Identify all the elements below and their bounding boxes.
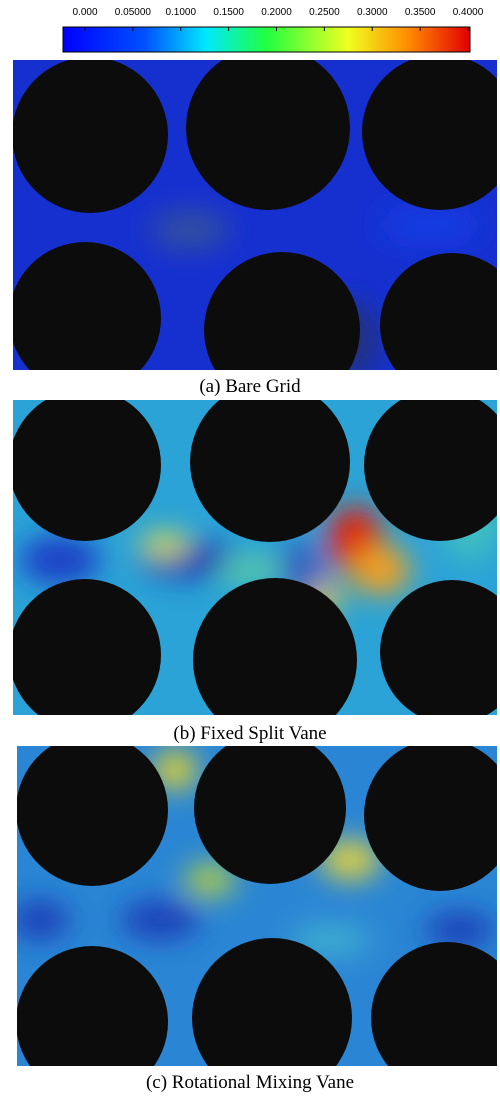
tick-label: 0.000 — [72, 7, 97, 18]
colorbar — [63, 27, 470, 52]
panel-image — [9, 46, 500, 408]
figure: 0.000 0.05000 0.1000 0.1500 0.2000 0.2500 0.30… — [0, 0, 500, 1102]
panel-image — [10, 732, 500, 1098]
caption: (a) Bare Grid — [199, 376, 301, 397]
tick-label: 0.3000 — [357, 7, 388, 18]
panel-image — [9, 382, 500, 742]
caption: (b) Fixed Split Vane — [173, 723, 326, 744]
tick-label: 0.1000 — [165, 7, 196, 18]
tick-label: 0.2000 — [261, 7, 292, 18]
tick-label: 0.2500 — [309, 7, 340, 18]
tick-label: 0.3500 — [405, 7, 436, 18]
tick-label: 0.4000 — [453, 7, 484, 18]
page: {"colorbar": {"lim": [0, 0.4], "ticks": … — [0, 0, 500, 1102]
tick-label: 0.1500 — [213, 7, 244, 18]
tick-label: 0.05000 — [115, 7, 152, 18]
caption: (c) Rotational Mixing Vane — [146, 1072, 354, 1093]
